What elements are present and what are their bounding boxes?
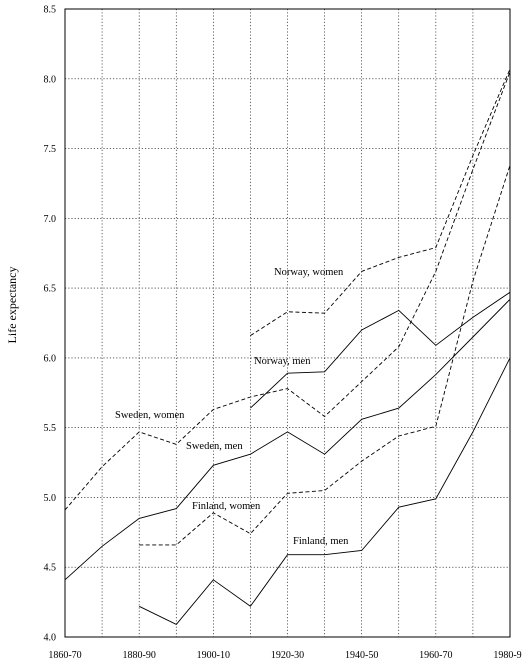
x-tick-label: 1900-10 [197, 650, 230, 661]
y-tick-label: 4.5 [44, 563, 57, 574]
series-line-sweden-women [64, 71, 511, 511]
y-tick-label: 7.5 [44, 144, 57, 155]
y-tick-label: 8.0 [44, 74, 57, 85]
series-line-sweden-men [64, 298, 511, 581]
x-tick-label: 1980-90 [493, 650, 522, 661]
series-line-norway-women [250, 68, 511, 336]
grid [65, 9, 510, 637]
y-tick-label: 5.0 [44, 493, 57, 504]
series-annotation: Finland, men [293, 536, 349, 547]
series-line-finland-men [139, 357, 511, 625]
x-tick-label: 1920-30 [271, 650, 304, 661]
y-tick-label: 4.0 [44, 633, 57, 644]
y-tick-label: 6.0 [44, 353, 57, 364]
y-tick-label: 5.5 [44, 423, 57, 434]
x-tick-labels: 1860-70 1880-90 1900-10 1920-30 1940-50 1960-… [48, 650, 522, 661]
series-annotation: Norway, women [274, 267, 344, 278]
series-annotations: Norway, women Norway, men Sweden, women Swe… [115, 267, 349, 547]
series-annotation: Sweden, women [115, 410, 185, 421]
y-tick-label: 7.0 [44, 214, 57, 225]
series-annotation: Finland, women [192, 501, 261, 512]
series-annotation: Norway, men [254, 356, 311, 367]
y-tick-label: 8.5 [44, 5, 57, 16]
series-annotation: Sweden, men [186, 441, 243, 452]
y-tick-label: 6.5 [44, 284, 57, 295]
series-lines [64, 68, 511, 625]
y-axis-label: Life expectancy [5, 267, 19, 344]
x-tick-label: 1860-70 [48, 650, 81, 661]
x-tick-label: 1940-50 [345, 650, 378, 661]
y-tick-labels: 4.0 4.5 5.0 5.5 6.0 6.5 7.0 7.5 8.0 8.5 [44, 5, 57, 644]
series-line-norway-men [250, 291, 511, 409]
x-tick-label: 1880-90 [122, 650, 155, 661]
x-tick-label: 1960-70 [419, 650, 452, 661]
